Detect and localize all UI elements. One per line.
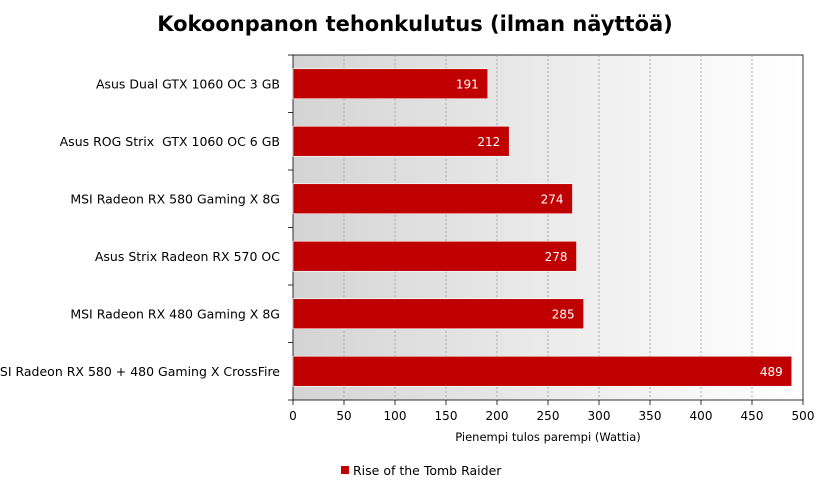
x-tick-label: 400 bbox=[690, 409, 713, 423]
x-tick-label: 300 bbox=[588, 409, 611, 423]
bar bbox=[292, 240, 577, 272]
bar bbox=[292, 125, 510, 157]
bar bbox=[292, 355, 793, 387]
x-tick-label: 350 bbox=[639, 409, 662, 423]
bars: 191 212 274 278 285 489 bbox=[292, 68, 793, 387]
legend-label: Rise of the Tomb Raider bbox=[353, 463, 502, 478]
legend: Rise of the Tomb Raider bbox=[341, 463, 502, 478]
data-label: 191 bbox=[456, 77, 479, 91]
x-axis-title: Pienempi tulos parempi (Wattia) bbox=[455, 430, 641, 444]
data-label: 274 bbox=[541, 192, 564, 206]
x-tick-label: 0 bbox=[289, 409, 297, 423]
x-tick-label: 450 bbox=[741, 409, 764, 423]
bar bbox=[292, 298, 585, 330]
category-label: MSI Radeon RX 480 Gaming X 8G bbox=[70, 306, 280, 321]
category-label: Asus ROG Strix GTX 1060 OC 6 GB bbox=[60, 134, 280, 149]
x-tick-label: 500 bbox=[792, 409, 815, 423]
data-label: 489 bbox=[760, 365, 783, 379]
x-axis: 0 50 100 150 200 250 300 350 400 450 500 bbox=[288, 54, 815, 423]
x-tick-label: 150 bbox=[435, 409, 458, 423]
data-label: 212 bbox=[477, 135, 500, 149]
category-label: MSI Radeon RX 580 + 480 Gaming X CrossFi… bbox=[0, 364, 280, 379]
data-label: 285 bbox=[552, 307, 575, 321]
category-label: Asus Dual GTX 1060 OC 3 GB bbox=[96, 76, 280, 91]
bar bbox=[292, 68, 489, 100]
category-label: Asus Strix Radeon RX 570 OC bbox=[95, 249, 280, 264]
grid-lines bbox=[343, 55, 753, 400]
data-label: 278 bbox=[545, 250, 568, 264]
bar bbox=[292, 183, 573, 215]
x-tick-label: 250 bbox=[537, 409, 560, 423]
category-label: MSI Radeon RX 580 Gaming X 8G bbox=[70, 191, 280, 206]
category-labels: Asus Dual GTX 1060 OC 3 GB Asus ROG Strix… bbox=[0, 76, 280, 379]
x-tick-label: 100 bbox=[384, 409, 407, 423]
chart-title: Kokoonpanon tehonkulutus (ilman näyttöä) bbox=[157, 12, 673, 36]
x-tick-label: 200 bbox=[486, 409, 509, 423]
legend-swatch bbox=[341, 466, 349, 474]
x-tick-label: 50 bbox=[336, 409, 351, 423]
